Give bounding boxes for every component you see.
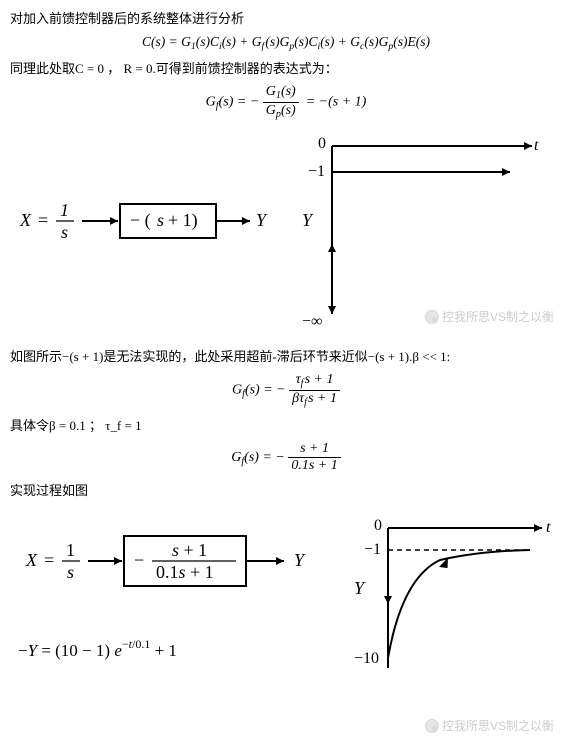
svg-text:−: − [134,550,144,570]
axis-t-label: t [534,137,539,154]
svg-text:Y: Y [294,550,306,570]
diagram-row-2: X = 1 s − s + 1 0.1s + 1 Y −Y = (10 − 1)… [10,508,562,683]
step-response-plot-2: 0 t −1 Y −10 [330,508,560,683]
equation-gf1: Gf(s) = − G1(s) Gp(s) = −(s + 1) [10,84,562,120]
block-diagram-1: X = 1 s − ( s + 1) Y [10,126,272,316]
tick2-neg10: −10 [354,650,379,667]
svg-text:X: X [19,210,32,230]
svg-text:s: s [157,210,164,230]
para-intro: 对加入前馈控制器后的系统整体进行分析 [10,8,562,30]
para-p4: 具体令β = 0.1 ； τ_f = 1 [10,415,562,437]
equation-gf2: Gf(s) = − τf s + 1 βτf s + 1 [10,372,562,408]
svg-text:X: X [25,550,38,570]
tick2-0: 0 [374,517,382,534]
wechat-icon [425,719,439,733]
svg-text:=: = [38,210,48,230]
svg-text:s + 1: s + 1 [172,540,207,560]
svg-text:−Y = (10 − 1) e−t/0.1 + 1: −Y = (10 − 1) e−t/0.1 + 1 [18,637,177,660]
equation-gf3: Gf(s) = − s + 1 0.1s + 1 [10,441,562,474]
svg-text:1: 1 [60,200,69,220]
diagram-row-1: X = 1 s − ( s + 1) Y [10,126,562,336]
axis-y-label: Y [302,210,314,230]
svg-text:+ 1): + 1) [168,210,198,231]
svg-text:− (: − ( [130,210,151,231]
axis2-t-label: t [546,519,551,536]
tick-neginf: −∞ [302,313,322,330]
svg-text:1: 1 [66,540,75,560]
tick-0: 0 [318,135,326,152]
para-p3: 如图所示−(s + 1)是无法实现的，此处采用超前-滞后环节来近似−(s + 1… [10,346,562,368]
para-p5: 实现过程如图 [10,480,562,502]
svg-text:s: s [67,562,74,582]
svg-text:=: = [44,550,54,570]
watermark-2: 控我所思VS制之以衡 [425,717,554,734]
svg-text:0.1s + 1: 0.1s + 1 [156,562,214,582]
tick2-neg1: −1 [364,541,381,558]
step-response-plot-1: 0 t −1 Y −∞ [272,126,552,336]
tick-neg1: −1 [308,163,325,180]
block-diagram-2: X = 1 s − s + 1 0.1s + 1 Y −Y = (10 − 1)… [10,508,330,678]
watermark-text-2: 控我所思VS制之以衡 [442,719,554,733]
axis2-y-label: Y [354,578,366,598]
svg-text:s: s [61,222,68,242]
para-p2: 同理此处取C = 0 ， R = 0.可得到前馈控制器的表达式为： [10,58,562,80]
equation-cs: C(s) = G1(s)Ci(s) + Gf (s)Gp(s)Ci(s) + G… [10,34,562,52]
svg-text:Y: Y [256,210,268,230]
